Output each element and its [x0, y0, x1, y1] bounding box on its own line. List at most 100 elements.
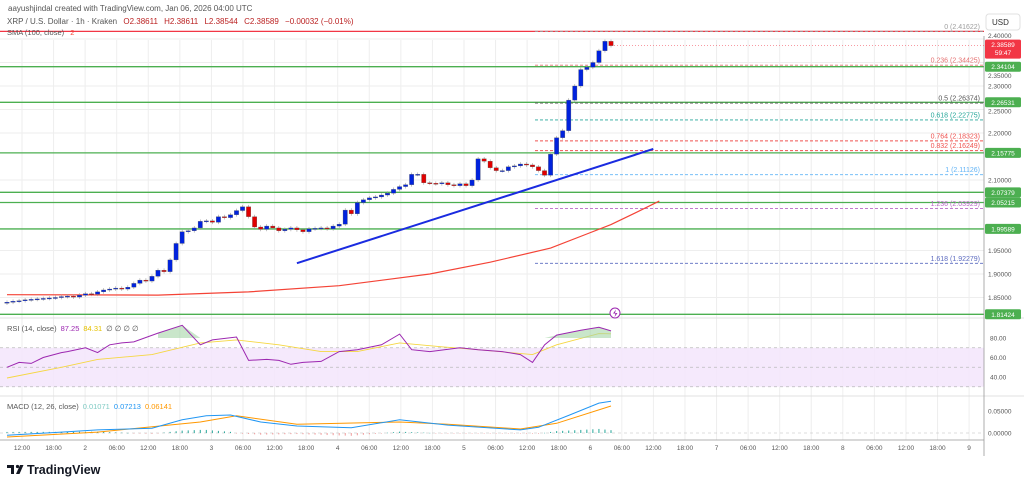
fib-level-label: 0 (2.41622): [944, 24, 980, 31]
macd-histogram-bar: [229, 431, 231, 433]
candle-up: [505, 166, 511, 171]
rsi-pane: RSI (14, close) 87.25 84.31 ∅ ∅ ∅ ∅: [6, 324, 612, 379]
time-axis-label: 18:00: [172, 445, 189, 452]
macd-legend-part: 0.06141: [145, 402, 172, 411]
macd-histogram-bar: [109, 432, 111, 433]
rsi-axis-label: 60.00: [990, 355, 1007, 362]
macd-histogram-bar: [314, 433, 316, 435]
macd-histogram-bar: [36, 431, 38, 433]
macd-histogram-bar: [495, 433, 497, 434]
macd-histogram-bar: [477, 433, 479, 434]
rsi-band: [0, 347, 984, 388]
tradingview-logo[interactable]: TradingView: [7, 463, 101, 477]
candle-up: [566, 99, 572, 131]
macd-histogram-bar: [199, 429, 201, 433]
candle-up: [361, 199, 366, 203]
macd-histogram-bar: [193, 430, 195, 433]
candle-up: [197, 221, 203, 229]
macd-legend[interactable]: MACD (12, 26, close) 0.01071 0.07213 0.0614…: [7, 402, 172, 411]
macd-histogram-bar: [133, 433, 135, 434]
macd-histogram-bar: [78, 431, 80, 433]
macd-histogram-bar: [24, 431, 26, 433]
price-axis-label: 1.90000: [988, 272, 1012, 279]
candle-up: [397, 186, 402, 190]
macd-legend-part: MACD (12, 26, close): [7, 402, 79, 411]
sma-legend[interactable]: SMA (100, close) 2: [7, 28, 74, 37]
candle-up: [584, 67, 590, 70]
macd-axis-label: 0.05000: [988, 409, 1012, 416]
macd-histogram-bar: [380, 433, 382, 434]
macd-histogram-bar: [223, 431, 225, 433]
chart-credit: aayushjindal created with TradingView.co…: [8, 4, 253, 13]
support-trendline[interactable]: [296, 148, 654, 265]
candle-up: [191, 227, 197, 231]
time-axis-label: 06:00: [740, 445, 757, 452]
candle-up: [4, 302, 10, 304]
macd-legend-part: 0.01071: [83, 402, 110, 411]
macd-histogram-bar: [127, 432, 129, 434]
fib-level-label: 0.764 (2.18323): [931, 133, 980, 140]
candle-up: [46, 297, 52, 300]
candle-up: [385, 193, 390, 196]
symbol-title: XRP / U.S. Dollar · 1h · Kraken: [7, 17, 117, 26]
time-axis-label: 18:00: [929, 445, 946, 452]
macd-histogram-bar: [447, 433, 449, 434]
macd-histogram-bar: [320, 433, 322, 435]
candle-down: [246, 206, 251, 217]
candle-up: [234, 210, 239, 215]
candle-up: [306, 228, 312, 232]
rsi-axis-label: 80.00: [990, 336, 1007, 343]
close-value: C2.38589: [244, 17, 279, 26]
candle-up: [216, 216, 221, 223]
candle-down: [445, 182, 451, 185]
candle-down: [252, 216, 257, 228]
low-value: L2.38544: [204, 17, 238, 26]
candles: [4, 39, 614, 306]
candle-up: [125, 287, 131, 290]
fib-level-label: 0.618 (2.22775): [931, 112, 980, 119]
macd-histogram-bar: [42, 431, 44, 433]
trendline[interactable]: [296, 148, 654, 265]
macd-legend-part: 0.07213: [114, 402, 141, 411]
candle-down: [530, 164, 535, 167]
open-value: O2.38611: [123, 17, 158, 26]
macd-histogram-bar: [465, 433, 467, 434]
candle-up: [469, 179, 475, 186]
alert-lightning-icon[interactable]: [609, 307, 621, 319]
candle-down: [463, 183, 469, 186]
candle-up: [518, 163, 523, 167]
candle-down: [222, 216, 227, 218]
macd-histogram-bar: [441, 433, 443, 434]
macd-histogram-bar: [580, 429, 582, 433]
candle-down: [161, 270, 167, 272]
candle-up: [590, 62, 596, 68]
time-axis-label: 12:00: [898, 445, 915, 452]
rsi-legend[interactable]: RSI (14, close) 87.25 84.31 ∅ ∅ ∅ ∅: [7, 324, 139, 333]
macd-histogram-bar: [368, 433, 370, 435]
macd-histogram-bar: [103, 431, 105, 433]
fib-retracement[interactable]: 0 (2.41622) 0.236 (2.34425) 0.5 (2.26374) 0…: [535, 24, 984, 264]
macd-histogram-bar: [525, 433, 527, 434]
candle-down: [481, 158, 487, 162]
macd-histogram-bar: [302, 433, 304, 435]
candle-up: [131, 283, 137, 288]
candle-up: [409, 174, 415, 185]
candle-up: [342, 209, 348, 225]
candle-up: [167, 259, 173, 272]
sma-line: [6, 200, 660, 296]
logo-text: TradingView: [27, 463, 101, 477]
candle-up: [373, 196, 378, 199]
macd-histogram-bar: [284, 433, 286, 435]
level-price-tag-label: 2.05215: [991, 200, 1015, 207]
currency-button[interactable]: USD: [985, 13, 1021, 31]
macd-histogram-bar: [513, 433, 515, 434]
macd-histogram-bar: [610, 430, 612, 433]
macd-histogram-bar: [151, 433, 153, 434]
candle-up: [65, 295, 70, 298]
macd-histogram-bar: [163, 432, 165, 434]
macd-histogram-bar: [248, 433, 250, 435]
time-axis-label: 12:00: [14, 445, 31, 452]
candle-up: [34, 298, 40, 301]
